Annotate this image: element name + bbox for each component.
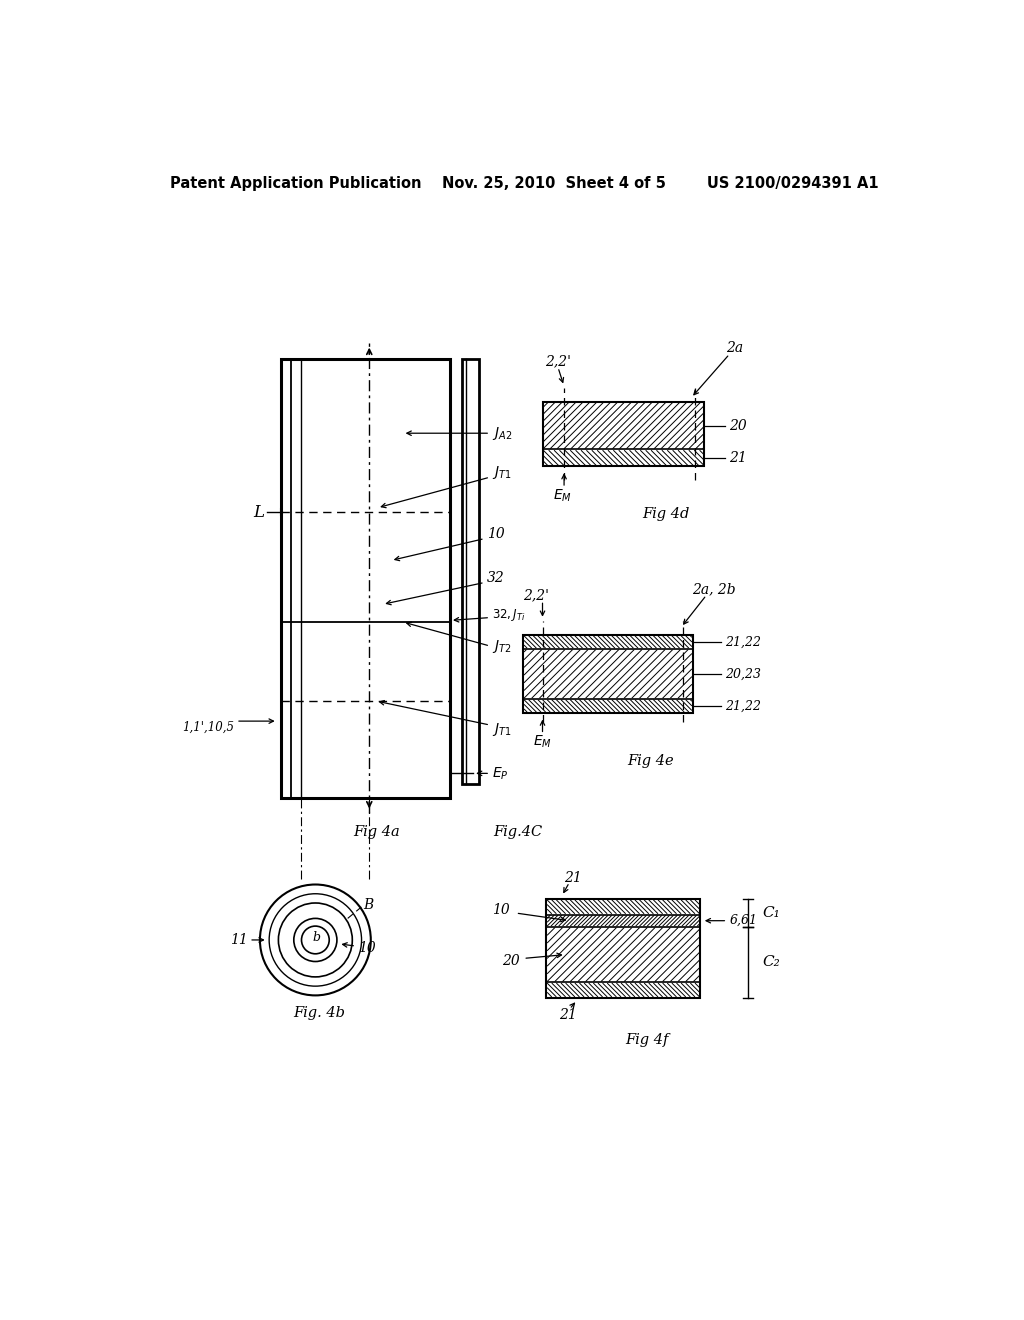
Text: 10: 10	[357, 941, 376, 954]
Text: b: b	[313, 931, 321, 944]
Text: $E_M$: $E_M$	[553, 487, 572, 504]
Text: 20,23: 20,23	[725, 668, 761, 681]
Text: 1,1',10,5: 1,1',10,5	[182, 721, 234, 734]
Text: $J_{T1}$: $J_{T1}$	[493, 465, 512, 482]
Text: 21,22: 21,22	[725, 700, 761, 713]
Text: 11: 11	[229, 933, 248, 946]
Text: Fig 4d: Fig 4d	[642, 507, 689, 521]
Text: C₂: C₂	[762, 956, 779, 969]
Text: L: L	[254, 504, 264, 520]
Text: B: B	[364, 899, 374, 912]
Text: 20: 20	[502, 954, 519, 968]
Text: $32, J_{Ti}$: $32, J_{Ti}$	[493, 607, 526, 623]
Text: Fig 4f: Fig 4f	[625, 1034, 668, 1047]
Text: 10: 10	[492, 903, 509, 917]
Text: Fig.4C: Fig.4C	[494, 825, 543, 840]
Text: $J_{T2}$: $J_{T2}$	[493, 638, 512, 655]
Text: 20: 20	[729, 418, 746, 433]
Text: 21: 21	[564, 871, 583, 884]
Text: Fig. 4b: Fig. 4b	[293, 1006, 345, 1020]
Text: 32: 32	[487, 572, 505, 585]
Text: 21: 21	[559, 1007, 577, 1022]
Text: 21: 21	[729, 451, 746, 465]
Text: C₁: C₁	[762, 906, 779, 920]
Text: $J_{T1}$: $J_{T1}$	[493, 721, 512, 738]
Text: 6,61: 6,61	[730, 915, 758, 927]
Text: Patent Application Publication    Nov. 25, 2010  Sheet 4 of 5        US 2100/029: Patent Application Publication Nov. 25, …	[170, 176, 880, 190]
Text: $J_{A2}$: $J_{A2}$	[493, 425, 513, 442]
Text: 2,2': 2,2'	[523, 587, 549, 602]
Text: Fig 4e: Fig 4e	[627, 754, 674, 767]
Text: $E_M$: $E_M$	[534, 734, 552, 750]
Text: 2a: 2a	[726, 341, 743, 355]
Text: Fig 4a: Fig 4a	[353, 825, 400, 840]
Text: 2a, 2b: 2a, 2b	[692, 582, 736, 595]
Text: 2,2': 2,2'	[545, 355, 571, 368]
Text: 10: 10	[487, 527, 505, 541]
Text: 21,22: 21,22	[725, 635, 761, 648]
Text: $E_P$: $E_P$	[493, 766, 509, 781]
